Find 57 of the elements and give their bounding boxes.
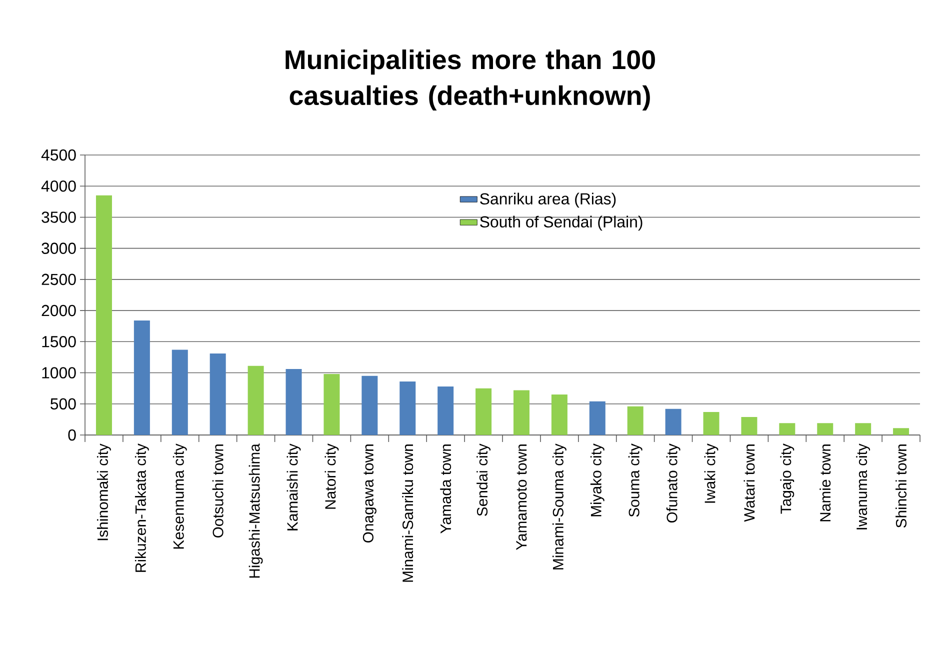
x-tick-label: Rikuzen-Takata city	[134, 444, 149, 572]
bar	[779, 423, 796, 435]
y-tick-label: 1500	[42, 336, 76, 348]
bar	[210, 353, 226, 435]
x-tick-label: Onagawa town	[362, 444, 376, 542]
x-tick-label: Souma city	[628, 444, 642, 517]
bar	[438, 386, 454, 435]
bar	[627, 406, 644, 435]
bar	[286, 369, 302, 435]
bar	[893, 428, 910, 435]
y-tick-label: 2500	[42, 274, 76, 286]
x-tick-label: Watari town	[744, 444, 755, 522]
bar	[400, 381, 416, 435]
bar	[551, 394, 568, 435]
bar	[134, 320, 150, 435]
y-tick-label: 3000	[42, 242, 76, 254]
x-tick-label: Namie town	[820, 444, 831, 522]
bar	[589, 401, 606, 435]
x-tick-label: Yamamoto town	[516, 444, 527, 550]
bar	[513, 390, 530, 435]
x-tick-label: Miyako city	[590, 444, 604, 516]
x-tick-label: Kesennuma city	[172, 444, 187, 549]
x-tick-label: Minami-Sanriku town	[402, 444, 414, 582]
x-tick-label: Ootsuchi town	[212, 444, 224, 538]
y-tick-label: 0	[68, 429, 76, 441]
x-tick-label: Ofunato city	[666, 444, 680, 523]
x-tick-label: Natori city	[324, 444, 339, 509]
x-tick-label: Tagajo city	[780, 444, 794, 514]
bar	[362, 376, 378, 435]
bar	[817, 423, 834, 435]
legend-label: Sanriku area (Rias)	[480, 192, 616, 208]
x-tick-label: Higashi-Matsushima	[248, 444, 263, 578]
bar	[96, 195, 112, 435]
x-tick-label: Kamaishi city	[286, 444, 301, 530]
bar	[741, 416, 758, 435]
chart-title: Municipalities more than 100 casualties (death+unknown)	[286, 50, 655, 110]
y-tick-label: 3500	[42, 212, 76, 223]
x-tick-label: Iwaki city	[704, 444, 718, 503]
bar	[248, 366, 264, 435]
bar	[324, 374, 340, 435]
x-tick-label: Sendai city	[476, 444, 490, 516]
x-tick-label: Iwanuma city	[856, 444, 870, 530]
x-tick-label: Ishinomaki city	[97, 444, 111, 540]
x-tick-label: Yamada town	[440, 444, 452, 534]
y-tick-label: 4000	[41, 180, 76, 192]
y-tick-label: 4500	[41, 149, 76, 161]
bar	[703, 412, 720, 435]
x-tick-label: Shinchi town	[896, 444, 907, 528]
y-tick-label: 500	[50, 398, 76, 410]
bar	[855, 423, 872, 435]
y-tick-label: 1000	[42, 367, 76, 378]
y-tick-label: 2000	[42, 304, 76, 316]
x-tick-label: Minami-Souma city	[552, 444, 566, 570]
bar	[172, 350, 188, 435]
legend-label: South of Sendai (Plain)	[480, 216, 642, 231]
bar	[476, 388, 492, 435]
bar	[665, 408, 682, 435]
